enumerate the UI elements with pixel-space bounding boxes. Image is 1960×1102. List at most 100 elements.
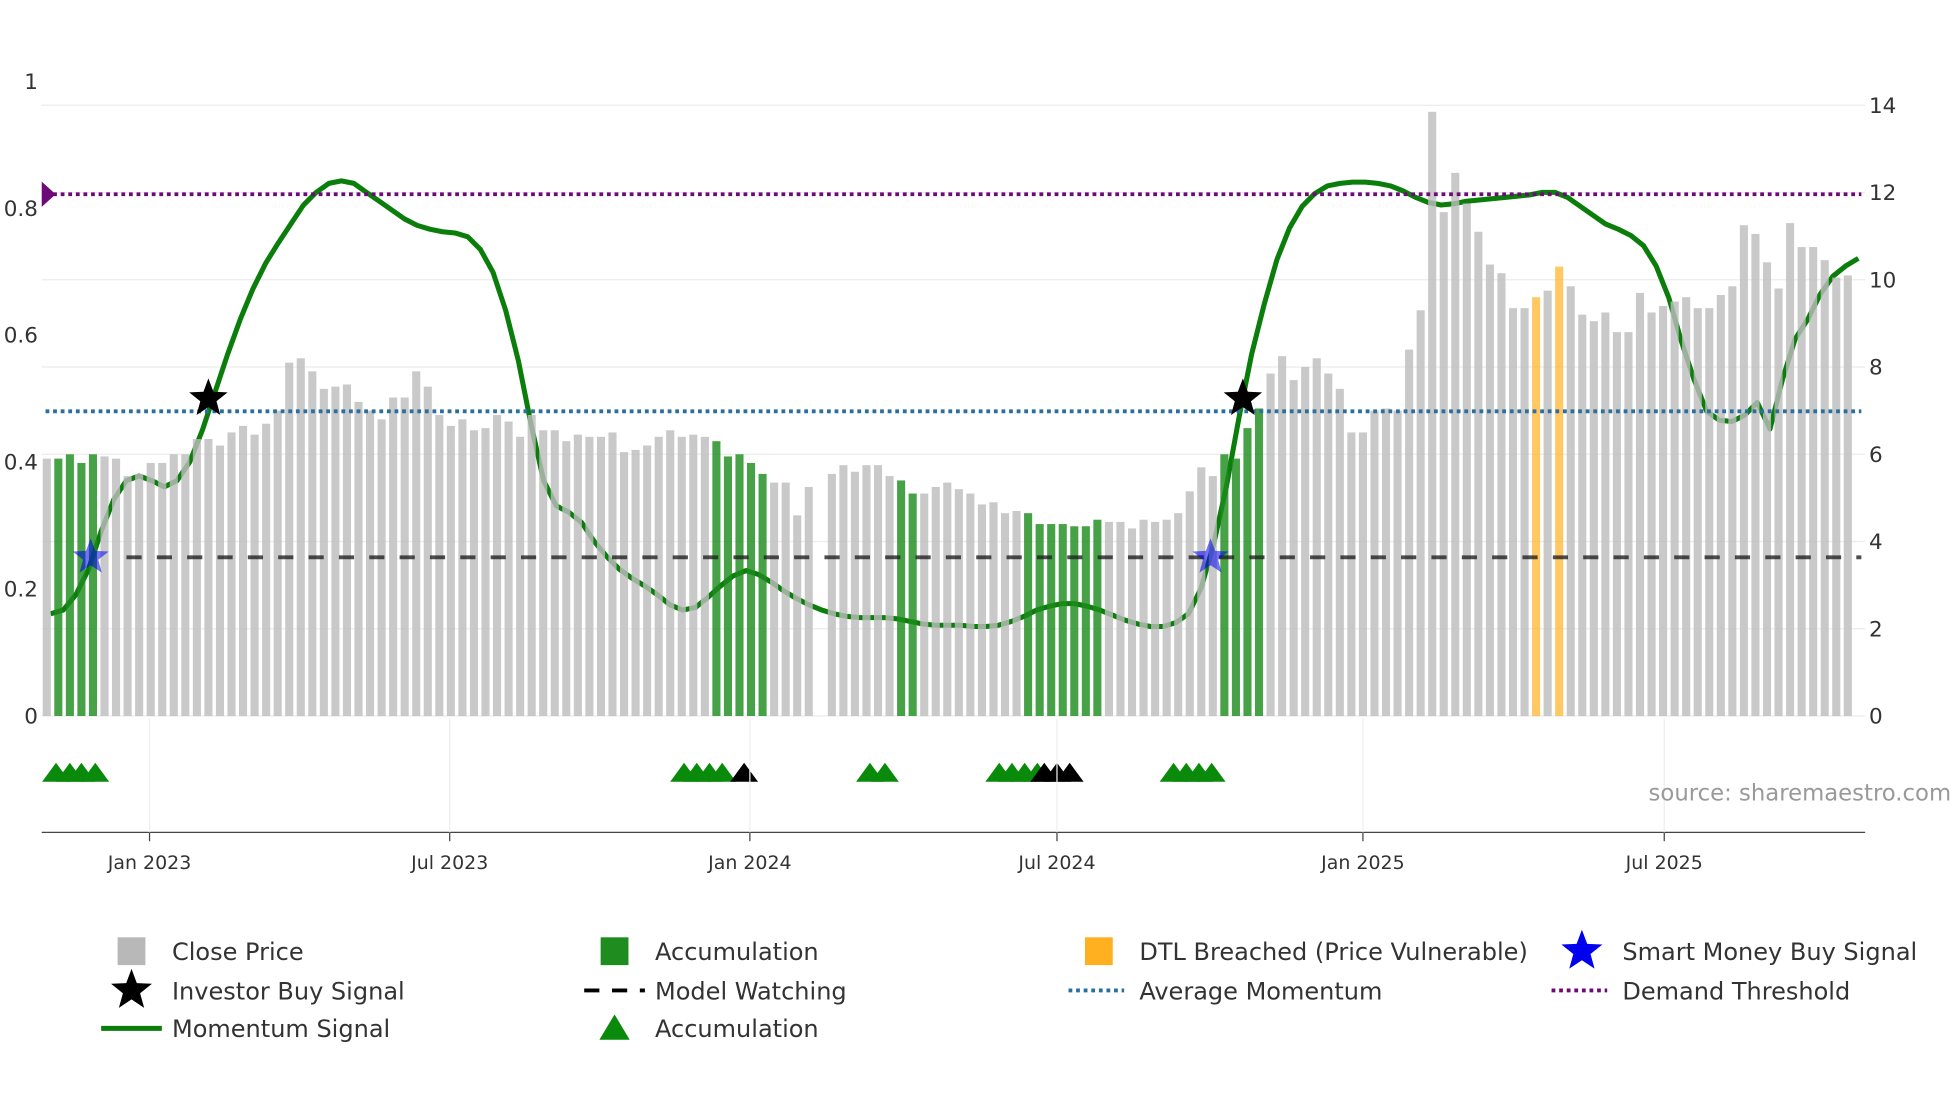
x-tick-label: Jul 2025 (1625, 852, 1703, 874)
close-price-bar (1728, 286, 1737, 717)
close-price-bar (1335, 388, 1344, 717)
close-price-bar (862, 465, 871, 717)
close-price-bar (1520, 308, 1529, 717)
close-price-bar (550, 430, 559, 717)
close-price-bar (192, 438, 201, 717)
close-price-bar (643, 445, 652, 717)
close-price-bar (1127, 528, 1137, 717)
left-tick-label: 0.6 (4, 324, 38, 349)
close-price-bar (1843, 275, 1852, 717)
close-price-bar (977, 504, 986, 717)
close-price-bar (1405, 349, 1414, 717)
close-price-bar (527, 415, 536, 717)
accumulation-triangle-icon (708, 762, 737, 782)
accumulation-bar (1220, 454, 1229, 717)
accumulation-bar (54, 458, 63, 717)
right-tick-label: 12 (1869, 181, 1896, 206)
close-price-bar (700, 436, 709, 717)
close-price-bar (954, 489, 963, 717)
right-tick-label: 8 (1869, 356, 1883, 381)
gray-square-icon (117, 937, 146, 966)
close-price-bar (1612, 332, 1621, 717)
close-price-bar (1624, 332, 1633, 717)
smart-money-buy-star-icon (72, 538, 109, 573)
legend-label: Accumulation (655, 1015, 819, 1043)
close-price-bar (585, 436, 594, 717)
close-price-bar (458, 419, 467, 717)
close-price-bar (285, 362, 294, 717)
close-price-bar (1289, 380, 1298, 717)
orange-square-icon (1084, 937, 1113, 966)
accumulation-bar (1081, 526, 1090, 717)
left-tick-label: 0.8 (4, 197, 38, 222)
accumulation-bar (1231, 458, 1240, 717)
accumulation-bar (1243, 428, 1252, 717)
close-price-bar (504, 421, 513, 717)
left-tick-label: 0.2 (4, 578, 38, 603)
accumulation-bar (1035, 524, 1044, 717)
close-price-bar (1762, 262, 1772, 717)
close-price-bar (204, 438, 213, 717)
close-price-bar (1601, 312, 1610, 717)
close-price-bar (539, 430, 548, 717)
legend-label: Momentum Signal (172, 1015, 390, 1043)
close-price-bar (562, 441, 571, 717)
signal-markers (42, 378, 1263, 782)
accumulation-bar (1058, 524, 1067, 717)
close-price-bar (619, 452, 629, 717)
legend-label: Average Momentum (1139, 977, 1382, 1005)
left-tick-label: 0 (24, 705, 38, 730)
close-price-bar (169, 454, 178, 717)
close-price-bar (1116, 521, 1125, 717)
close-price-bar (1278, 356, 1287, 717)
close-price-bar (389, 397, 398, 717)
close-price-bar (885, 476, 894, 717)
close-price-bar (943, 482, 952, 717)
close-price-bar (1312, 358, 1321, 717)
close-price-bar (469, 430, 478, 717)
close-price-bar (1485, 264, 1494, 717)
close-price-bar (1682, 297, 1691, 717)
close-price-bar (42, 458, 51, 717)
accumulation-triangle-icon (1197, 762, 1226, 782)
demand-threshold-marker (41, 181, 56, 207)
close-price-bar (181, 454, 190, 717)
close-price-bar (1716, 295, 1725, 717)
right-tick-label: 2 (1869, 617, 1883, 642)
close-price-bar (1012, 510, 1021, 717)
close-price-bar (1774, 288, 1783, 717)
close-price-bar (1647, 312, 1656, 717)
investor-star-icon (111, 968, 152, 1008)
right-tick-label: 14 (1869, 94, 1896, 119)
close-price-bar (931, 486, 940, 717)
x-tick-label: Jul 2023 (410, 852, 488, 874)
close-price-bar (608, 432, 617, 717)
right-tick-label: 6 (1869, 443, 1883, 468)
close-price-bar (308, 371, 317, 717)
accumulation-bar (1254, 408, 1264, 717)
close-price-bar (239, 425, 248, 717)
close-price-bar (1474, 231, 1483, 717)
legend-label: Accumulation (655, 938, 819, 966)
close-price-bar (1797, 247, 1806, 717)
close-price-bar (262, 423, 271, 717)
close-price-bar (677, 436, 686, 717)
close-price-bar (1832, 277, 1841, 717)
close-price-bar (1508, 308, 1518, 717)
close-price-bar (1370, 410, 1379, 717)
left-axis: 0 0.2 0.4 0.6 0.8 1 (4, 70, 38, 730)
accumulation-bar (1070, 526, 1079, 717)
close-price-bar (1324, 373, 1333, 717)
close-price-bar (1820, 260, 1829, 717)
legend: Close Price Accumulation DTL Breached (Pri… (101, 929, 1917, 1043)
close-price-bar (770, 482, 779, 717)
close-price-bar (654, 436, 663, 717)
close-price-bar (1185, 491, 1194, 717)
close-price-bar (481, 428, 490, 717)
close-price-bar (296, 358, 305, 717)
accumulation-bar (77, 462, 86, 717)
accumulation-bar (908, 493, 917, 717)
close-price-bar (850, 471, 859, 717)
legend-label: Demand Threshold (1622, 977, 1850, 1005)
x-tick-label: Jul 2024 (1017, 852, 1095, 874)
